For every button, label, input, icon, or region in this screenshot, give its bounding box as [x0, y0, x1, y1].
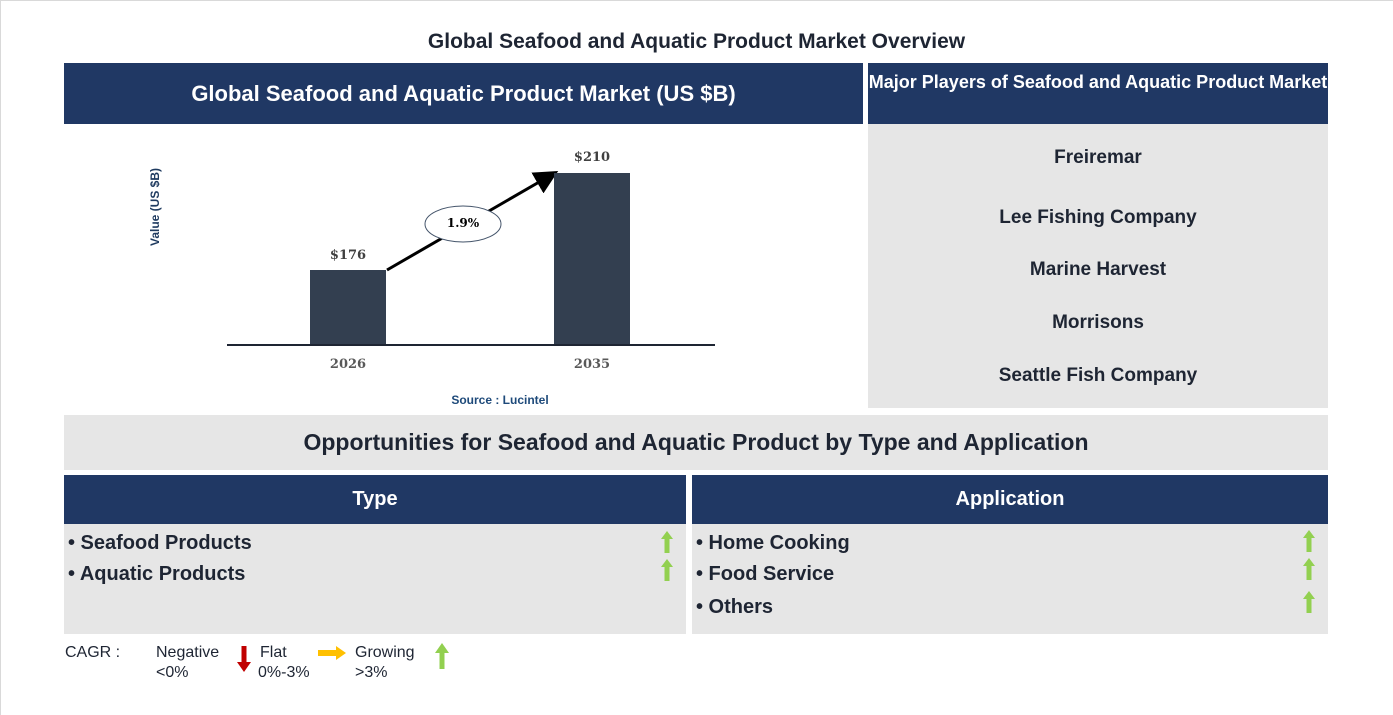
type-list: • Seafood Products • Aquatic Products: [64, 524, 686, 634]
legend-flat: Flat 0%-3%: [258, 643, 310, 683]
bar-label-2026: $176: [329, 248, 367, 263]
down-arrow-icon: [237, 646, 251, 672]
growing-arrow-icon: [1303, 591, 1315, 613]
players-list: Freiremar Lee Fishing Company Marine Har…: [868, 124, 1328, 408]
application-list: • Home Cooking • Food Service • Others: [692, 524, 1328, 634]
bar-label-2035: $210: [573, 150, 611, 165]
application-item: • Others: [696, 596, 774, 618]
legend-flat-range: 0%-3%: [258, 664, 310, 681]
legend-growing: Growing >3%: [355, 643, 415, 683]
page-title: Global Seafood and Aquatic Product Marke…: [427, 30, 966, 53]
growing-arrow-icon: [661, 559, 673, 581]
growing-arrow-icon: [1303, 558, 1315, 580]
type-item: • Aquatic Products: [68, 563, 246, 585]
type-header: Type: [64, 475, 686, 524]
x-tick-2035: 2035: [573, 357, 611, 372]
right-arrow-icon: [318, 646, 346, 660]
chart-header: Global Seafood and Aquatic Product Marke…: [64, 63, 863, 124]
opportunities-header: Opportunities for Seafood and Aquatic Pr…: [64, 415, 1328, 470]
application-item: • Food Service: [696, 563, 835, 585]
x-tick-2026: 2026: [329, 357, 367, 372]
bar-2035: [554, 173, 630, 345]
player-item: Marine Harvest: [1029, 259, 1167, 280]
growing-arrow-icon: [661, 531, 673, 553]
x-axis-line: [227, 344, 715, 346]
cagr-value: 1.9%: [446, 216, 480, 230]
player-item: Freiremar: [1054, 147, 1142, 168]
growing-arrow-icon: [1303, 530, 1315, 552]
legend-cagr-label: CAGR :: [65, 644, 121, 661]
source-label: Source : Lucintel: [451, 393, 549, 407]
legend-growing-range: >3%: [355, 664, 388, 681]
application-header: Application: [692, 475, 1328, 524]
legend-flat-label: Flat: [260, 644, 287, 661]
player-item: Morrisons: [1052, 312, 1144, 333]
up-arrow-icon: [435, 643, 449, 669]
player-item: Lee Fishing Company: [999, 207, 1197, 228]
cagr-bubble: [424, 205, 502, 243]
legend-negative-label: Negative: [156, 644, 220, 661]
player-item: Seattle Fish Company: [998, 365, 1198, 386]
players-header: Major Players of Seafood and Aquatic Pro…: [868, 63, 1328, 124]
bar-2026: [310, 270, 386, 345]
legend-negative-range: <0%: [156, 664, 189, 681]
type-item: • Seafood Products: [68, 532, 252, 554]
legend-growing-label: Growing: [355, 644, 415, 661]
legend-negative: Negative <0%: [156, 643, 219, 683]
application-item: • Home Cooking: [696, 532, 850, 554]
